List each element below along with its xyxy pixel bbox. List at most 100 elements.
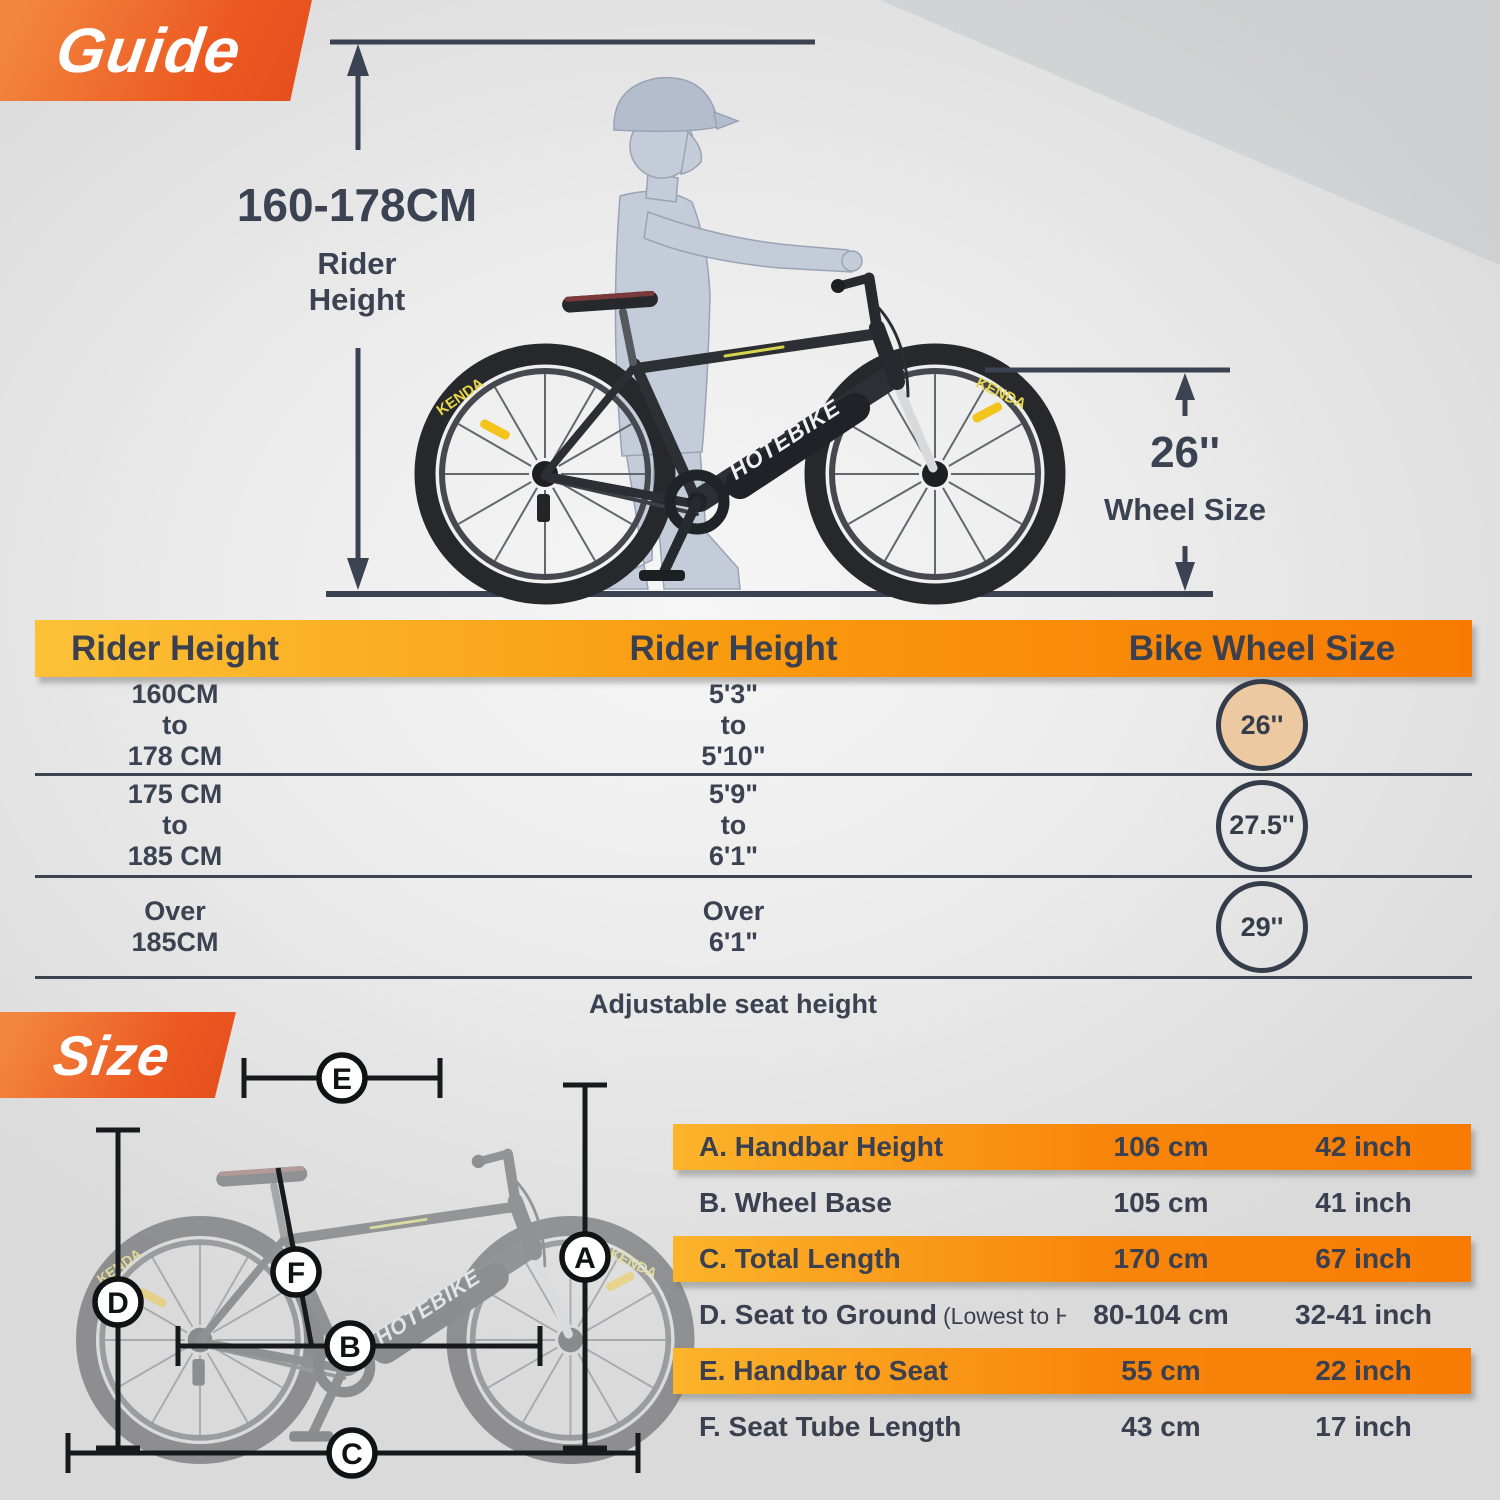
dimension-label: C. Total Length xyxy=(673,1243,1066,1275)
dimensions-table: A. Handbar Height 106 cm 42 inch B. Whee… xyxy=(673,1124,1471,1460)
guide-banner: Guide xyxy=(0,0,312,101)
table-row: C. Total Length 170 cm 67 inch xyxy=(673,1236,1471,1282)
range-line: 5'10" xyxy=(701,740,766,771)
dimension-cm: 43 cm xyxy=(1121,1411,1201,1442)
dimension-cm: 105 cm xyxy=(1113,1187,1209,1218)
rider-height-label-line1: Rider xyxy=(317,246,397,281)
size-banner: Size xyxy=(0,1012,236,1098)
rider-height-label: Rider Height xyxy=(257,246,457,318)
marker-letter-a: A xyxy=(574,1242,596,1275)
wheel-size-cell: 27.5'' xyxy=(1052,779,1472,872)
table-row: 175 CM to 185 CM 5'9" to 6'1" 27.5'' xyxy=(35,776,1472,878)
marker-f: F xyxy=(270,1246,322,1298)
wheel-size-badge-26: 26'' xyxy=(1216,679,1308,771)
rider-height-ft-range: 5'9" to 6'1" xyxy=(315,779,1052,872)
guide-banner-label: Guide xyxy=(52,15,246,86)
range-line: 6'1" xyxy=(708,841,759,871)
wheel-size-value: 26'' xyxy=(1150,428,1220,477)
table-row: D. Seat to Ground(Lowest to Highest) 80-… xyxy=(673,1292,1471,1338)
dimension-inch: 17 inch xyxy=(1315,1411,1412,1442)
table-header-row: Rider Height Rider Height Bike Wheel Siz… xyxy=(35,620,1472,677)
rider-silhouette xyxy=(605,76,863,590)
dimension-lines xyxy=(65,1058,641,1473)
marker-letter-c: C xyxy=(341,1438,363,1471)
dimension-name: F. Seat Tube Length xyxy=(699,1411,962,1442)
table-row: A. Handbar Height 106 cm 42 inch xyxy=(673,1124,1471,1170)
dimension-note: (Lowest to Highest) xyxy=(943,1303,1066,1329)
size-banner-label: Size xyxy=(49,1023,175,1087)
dimension-markers: E A D F B C xyxy=(92,1052,611,1479)
dimension-label: E. Handbar to Seat xyxy=(673,1355,1066,1387)
table-row: F. Seat Tube Length 43 cm 17 inch xyxy=(673,1404,1471,1450)
dimension-name: E. Handbar to Seat xyxy=(699,1355,948,1386)
table-row: 160CM to 178 CM 5'3" to 5'10" 26'' xyxy=(35,677,1472,776)
dimension-name: B. Wheel Base xyxy=(699,1187,892,1218)
dimension-inch: 67 inch xyxy=(1315,1243,1412,1274)
range-line: 5'9" xyxy=(708,779,759,809)
range-line: Over xyxy=(144,896,206,926)
range-line: 185CM xyxy=(131,927,219,957)
dimension-name: C. Total Length xyxy=(699,1243,901,1274)
dimension-label: F. Seat Tube Length xyxy=(673,1411,1066,1443)
rider-height-cm-range: 175 CM to 185 CM xyxy=(35,779,315,872)
wheel-size-badge-27-5: 27.5'' xyxy=(1216,779,1308,872)
marker-c: C xyxy=(326,1427,378,1479)
marker-letter-d: D xyxy=(107,1287,129,1320)
marker-letter-f: F xyxy=(287,1257,305,1290)
marker-letter-b: B xyxy=(339,1331,361,1364)
header-rider-height-cm: Rider Height xyxy=(70,628,280,668)
rider-height-value: 160-178CM xyxy=(236,179,478,231)
dimension-inch: 32-41 inch xyxy=(1295,1299,1432,1330)
range-line: 175 CM xyxy=(127,779,223,809)
background-shading xyxy=(880,0,1500,265)
wheel-size-arrow xyxy=(985,367,1230,591)
dimension-inch: 22 inch xyxy=(1315,1355,1412,1386)
marker-e: E xyxy=(316,1052,368,1104)
rider-height-ft-range: Over 6'1" xyxy=(315,896,1052,958)
range-line: to xyxy=(162,709,188,740)
rider-height-cm-range: 160CM to 178 CM xyxy=(35,679,315,772)
range-line: to xyxy=(720,810,747,840)
dimension-cm: 55 cm xyxy=(1121,1355,1201,1386)
dimension-cm: 170 cm xyxy=(1113,1243,1209,1274)
dimension-cm: 106 cm xyxy=(1113,1131,1209,1162)
adjustable-seat-note: Adjustable seat height xyxy=(588,989,878,1019)
marker-d: D xyxy=(92,1276,144,1328)
range-line: to xyxy=(720,709,747,740)
dimension-name: A. Handbar Height xyxy=(699,1131,944,1162)
range-line: 5'3" xyxy=(708,678,759,709)
table-row: E. Handbar to Seat 55 cm 22 inch xyxy=(673,1348,1471,1394)
rider-height-table: Rider Height Rider Height Bike Wheel Siz… xyxy=(35,620,1472,1020)
wheel-size-label: Wheel Size xyxy=(1104,492,1266,527)
rider-height-cm-range: Over 185CM xyxy=(35,896,315,958)
dimension-label: D. Seat to Ground(Lowest to Highest) xyxy=(673,1299,1066,1331)
dimension-cm: 80-104 cm xyxy=(1093,1299,1229,1330)
dimension-name: D. Seat to Ground xyxy=(699,1299,937,1330)
range-line: 160CM xyxy=(131,678,219,709)
ghost-bike-illustration xyxy=(86,1154,685,1454)
marker-a: A xyxy=(559,1231,611,1283)
range-line: 185 CM xyxy=(127,841,223,871)
table-row: B. Wheel Base 105 cm 41 inch xyxy=(673,1180,1471,1226)
dimension-label: A. Handbar Height xyxy=(673,1131,1066,1163)
range-line: 178 CM xyxy=(127,740,223,771)
wheel-size-cell: 29'' xyxy=(1052,881,1472,973)
dimension-label: B. Wheel Base xyxy=(673,1187,1066,1219)
header-bike-wheel-size: Bike Wheel Size xyxy=(1128,628,1396,668)
wheel-size-badge-text: 27.5'' xyxy=(1229,810,1295,840)
marker-letter-e: E xyxy=(332,1063,352,1096)
dimension-inch: 41 inch xyxy=(1315,1187,1412,1218)
table-row: Over 185CM Over 6'1" 29'' xyxy=(35,878,1472,979)
header-rider-height-ft: Rider Height xyxy=(629,628,838,668)
rider-height-label-line2: Height xyxy=(308,282,406,317)
wheel-size-badge-text: 29'' xyxy=(1240,911,1284,942)
helmet xyxy=(613,76,724,133)
range-line: 6'1" xyxy=(708,927,759,957)
wheel-size-badge-text: 26'' xyxy=(1240,709,1284,740)
rider-height-ft-range: 5'3" to 5'10" xyxy=(315,679,1052,772)
wheel-size-cell: 26'' xyxy=(1052,679,1472,771)
range-line: Over xyxy=(702,896,765,926)
dimension-inch: 42 inch xyxy=(1315,1131,1412,1162)
marker-b: B xyxy=(324,1320,376,1372)
